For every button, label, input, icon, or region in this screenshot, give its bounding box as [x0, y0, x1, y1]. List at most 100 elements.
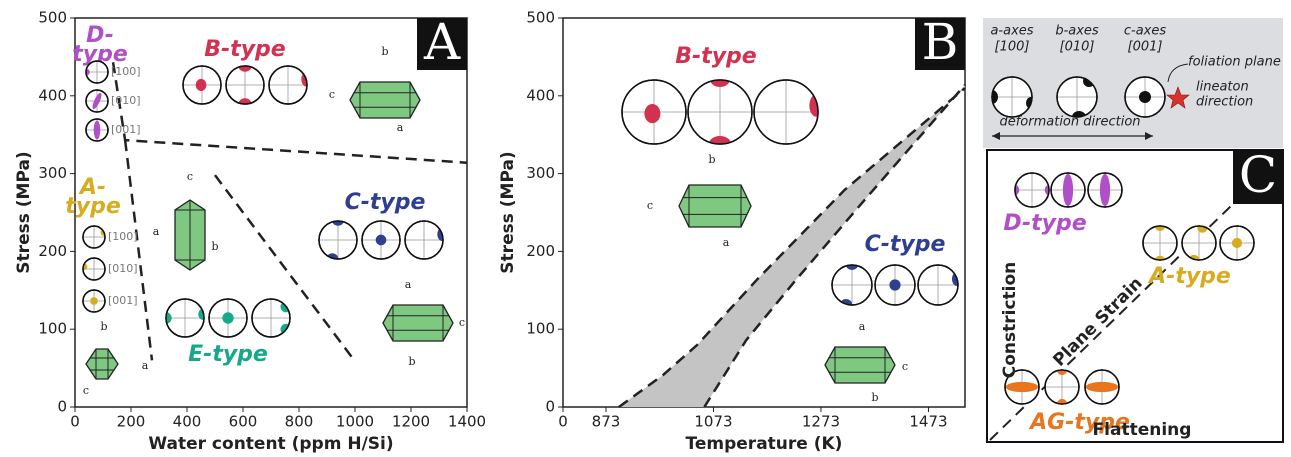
- crystal-axis-label: b: [211, 240, 218, 253]
- crystal-axis-label: a: [859, 320, 866, 333]
- y-tick-label: 500: [38, 9, 67, 27]
- x-tick-label: 1073: [694, 413, 732, 431]
- pole-figure-outline: [251, 298, 291, 338]
- x-tick-label: 1000: [336, 413, 374, 431]
- pole-figure-outline: [318, 220, 358, 260]
- x-axis-label: Water content (ppm H/Si): [148, 434, 393, 454]
- pole-figure-outline: [225, 65, 265, 105]
- crystal-axis-label: c: [83, 384, 89, 397]
- pole-density: [1099, 173, 1111, 207]
- crystal-axis-label: b: [871, 391, 878, 404]
- y-tick-label: 300: [526, 164, 555, 182]
- panel-letter-box: [915, 18, 965, 70]
- pole-density: [1154, 226, 1166, 232]
- crystal-axis-label: c: [902, 360, 908, 373]
- panel-letter: C: [1239, 146, 1277, 204]
- pole-figure-outline: [165, 298, 205, 338]
- y-axis-label: Stress (MPa): [14, 151, 34, 273]
- legend-axis-index: [010]: [1060, 40, 1095, 55]
- pole-label: [001]: [108, 294, 138, 307]
- pole-density: [710, 80, 730, 88]
- pole-figure-outline: [85, 60, 109, 84]
- x-tick-label: 400: [173, 413, 202, 431]
- pole-label: [100]: [111, 65, 141, 78]
- y-tick-label: 100: [526, 320, 555, 338]
- type-label: A-type: [1147, 264, 1231, 289]
- legend-pointer: [1167, 63, 1189, 83]
- pole-density: [92, 92, 102, 110]
- pole-density: [1231, 237, 1243, 249]
- y-tick-label: 400: [38, 86, 67, 104]
- lineation-star: [1166, 86, 1190, 109]
- x-tick-label: 600: [229, 413, 258, 431]
- crystal-axis-label: a: [405, 278, 412, 291]
- y-tick-label: 200: [526, 242, 555, 260]
- pole-density: [809, 94, 818, 117]
- pole-density: [1062, 173, 1074, 207]
- y-tick-label: 200: [38, 242, 67, 260]
- pole-density: [90, 297, 98, 305]
- pole-density: [238, 66, 252, 72]
- y-axis-label: Stress (MPa): [498, 151, 518, 273]
- pole-density: [83, 263, 88, 271]
- y-tick-label: 500: [526, 9, 555, 27]
- pole-density: [1085, 381, 1119, 393]
- pole-density: [708, 136, 732, 144]
- pole-figure-outline: [208, 298, 248, 338]
- pole-figure-outline: [268, 65, 308, 105]
- type-label: D-: [86, 23, 114, 48]
- type-label: B-type: [675, 44, 757, 69]
- pole-label: [100]: [108, 230, 138, 243]
- pole-figure-outline: [82, 289, 106, 313]
- pole-figure-outline: [1124, 76, 1166, 118]
- pole-figure-outline: [1044, 369, 1080, 405]
- type-label: AG-type: [1028, 410, 1130, 435]
- x-axis-label: Temperature (K): [686, 434, 843, 454]
- x-tick-label: 1400: [448, 413, 486, 431]
- legend-axis-name: c-axes: [1124, 24, 1166, 39]
- crystal-axis-label: b: [708, 153, 715, 166]
- pole-density: [195, 78, 207, 92]
- x-tick-label: 1473: [909, 413, 947, 431]
- crystal-axis-label: a: [153, 225, 160, 238]
- panel-letter: A: [423, 13, 461, 71]
- pole-figure-outline: [85, 89, 109, 113]
- pole-figure-outline: [1181, 225, 1217, 261]
- plane-strain-label: Plane Strain: [1049, 273, 1146, 370]
- panel-letter-box: [417, 18, 467, 70]
- pole-figure-outline: [1050, 172, 1086, 208]
- legend-axis-name: a-axes: [990, 24, 1033, 39]
- pole-figure-outline: [621, 79, 687, 145]
- legend-lineation: lineaton: [1196, 80, 1249, 95]
- pole-figure-outline: [753, 79, 819, 145]
- panel-letter-box: [1233, 150, 1283, 204]
- pole-density: [1197, 226, 1208, 233]
- panel-c-frame: [986, 149, 1284, 443]
- boundary-line: [618, 87, 966, 409]
- pole-density: [846, 265, 858, 270]
- pole-figure-outline: [1014, 172, 1050, 208]
- y-tick-label: 100: [38, 320, 67, 338]
- crystal-axis-label: b: [408, 355, 415, 368]
- pole-figure-outline: [361, 220, 401, 260]
- pole-label: [001]: [111, 123, 141, 136]
- crystal-axis-label: a: [142, 359, 149, 372]
- crystal-axis-label: c: [459, 316, 465, 329]
- x-tick-label: 873: [592, 413, 621, 431]
- boundary-line: [123, 139, 154, 361]
- pole-figure-outline: [917, 264, 959, 306]
- y-tick-label: 0: [57, 398, 67, 416]
- plot-frame: [562, 17, 966, 408]
- x-tick-label: 1200: [392, 413, 430, 431]
- boundary-line: [214, 174, 353, 358]
- y-tick-label: 300: [38, 164, 67, 182]
- legend-deformation: deformation direction: [999, 115, 1140, 130]
- pole-density: [992, 90, 998, 104]
- pole-density: [93, 120, 101, 140]
- pole-label: [010]: [111, 94, 141, 107]
- pole-density: [644, 104, 661, 124]
- type-label: C-type: [865, 232, 946, 257]
- pole-density: [375, 234, 387, 246]
- type-label: E-type: [188, 342, 268, 367]
- pole-density: [1154, 255, 1166, 260]
